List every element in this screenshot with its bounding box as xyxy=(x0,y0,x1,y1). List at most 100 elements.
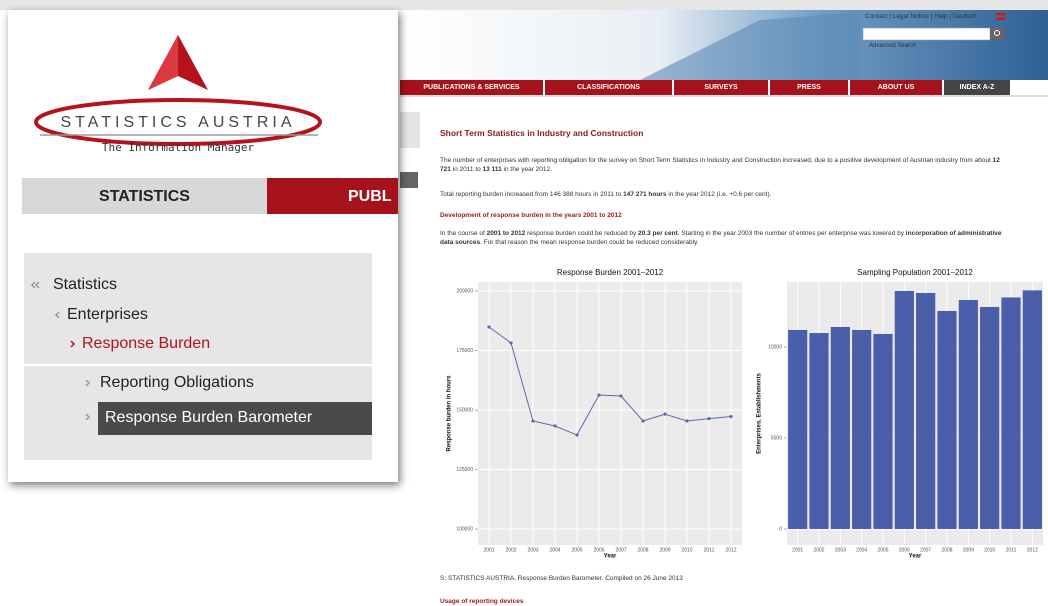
point xyxy=(663,412,666,415)
x-axis-label: Year xyxy=(909,554,922,560)
x-tick-label: 2008 xyxy=(637,547,648,553)
text-run: in 2011 to xyxy=(451,166,483,173)
x-tick-label: 2010 xyxy=(984,547,995,553)
nav-shadow xyxy=(400,95,1048,97)
nav-item[interactable]: PRESS xyxy=(770,80,848,95)
point xyxy=(487,325,490,328)
y-tick-label: 150000 xyxy=(456,407,473,413)
x-tick-label: 2010 xyxy=(681,547,692,553)
subheading: Development of response burden in the ye… xyxy=(440,211,622,220)
y-tick-label: 0 xyxy=(779,526,782,532)
point xyxy=(641,419,644,422)
point xyxy=(553,424,556,427)
bold-text: 147 271 hours xyxy=(623,191,666,198)
top-links[interactable]: Contact | Legal Notice | Help | Deutsch xyxy=(865,12,977,21)
logo-tagline: The Information Manager xyxy=(8,141,348,154)
paragraph: In the course of 2001 to 2012 response b… xyxy=(440,229,1010,247)
bar xyxy=(873,334,892,529)
bar xyxy=(895,291,914,529)
flag xyxy=(996,13,1006,15)
x-tick-label: 2006 xyxy=(899,547,910,553)
x-tick-label: 2009 xyxy=(963,547,974,553)
nav-item[interactable]: CLASSIFICATIONS xyxy=(545,80,672,95)
x-tick-label: 2001 xyxy=(792,547,803,553)
y-tick-label: 175000 xyxy=(456,348,473,354)
bold-text: 2001 to 2012 xyxy=(487,230,526,237)
text-run: The number of enterprises with reporting… xyxy=(440,157,993,164)
text-run: . Starting in the year 2003 the number o… xyxy=(678,230,906,237)
tab-label[interactable]: STATISTICS xyxy=(22,188,267,206)
bar xyxy=(937,311,956,529)
top-strip xyxy=(0,0,1048,10)
text-run: in the year 2012 (i.e. +0.6 per cent). xyxy=(666,191,771,198)
page: Response Burden 2001–2012100000125000150… xyxy=(0,0,1048,606)
point xyxy=(575,433,578,436)
plot-background xyxy=(478,282,742,545)
bar xyxy=(980,307,999,529)
text-run: . For that reason the mean response burd… xyxy=(480,239,699,246)
point xyxy=(729,415,732,418)
x-tick-label: 2011 xyxy=(1006,547,1017,553)
chart-title: Sampling Population 2001–2012 xyxy=(857,268,973,277)
y-tick-label: 5000 xyxy=(771,435,782,441)
heading: Usage of reporting devices xyxy=(440,597,523,606)
x-tick-label: 2003 xyxy=(835,547,846,553)
bar xyxy=(916,293,935,529)
advanced-search[interactable]: Advanced Search xyxy=(869,42,916,51)
point xyxy=(597,393,600,396)
x-tick-label: 2012 xyxy=(1027,547,1038,553)
x-axis-label: Year xyxy=(604,554,617,560)
paragraph: The number of enterprises with reporting… xyxy=(440,156,1010,174)
x-tick-label: 2006 xyxy=(593,547,604,553)
logo-title: STATISTICS AUSTRIA xyxy=(8,114,348,132)
x-tick-label: 2003 xyxy=(527,547,538,553)
bar xyxy=(1001,297,1020,529)
nav-item[interactable]: SURVEYS xyxy=(674,80,768,95)
paragraph: Total reporting burden increased from 14… xyxy=(440,190,1010,199)
x-tick-label: 2004 xyxy=(549,547,560,553)
bar xyxy=(1023,290,1042,529)
text-run: In the course of xyxy=(440,230,487,237)
search-box[interactable] xyxy=(863,28,990,40)
bold-text: 20.3 per cent xyxy=(638,230,678,237)
zoom-overlay: STATISTICS AUSTRIA The Information Manag… xyxy=(8,10,398,482)
text-run: in the year 2012. xyxy=(502,166,552,173)
bold-text: 13 111 xyxy=(483,166,502,173)
nav-item[interactable]: PUBLICATIONS & SERVICES xyxy=(400,80,543,95)
nav-item[interactable]: ABOUT US xyxy=(850,80,942,95)
x-tick-label: 2001 xyxy=(483,547,494,553)
breadcrumb-item[interactable]: Enterprises xyxy=(67,306,148,324)
x-tick-label: 2005 xyxy=(877,547,888,553)
point xyxy=(509,341,512,344)
breadcrumb-item[interactable]: Response Burden xyxy=(82,335,210,353)
x-tick-label: 2012 xyxy=(725,547,736,553)
x-tick-label: 2008 xyxy=(941,547,952,553)
point xyxy=(531,419,534,422)
point xyxy=(685,419,688,422)
text-run: Total reporting burden increased from 14… xyxy=(440,191,623,198)
bar xyxy=(831,327,850,529)
subnav-item[interactable]: Response Burden Barometer xyxy=(105,409,312,427)
x-tick-label: 2007 xyxy=(615,547,626,553)
point xyxy=(707,417,710,420)
x-tick-label: 2005 xyxy=(571,547,582,553)
bar xyxy=(852,330,871,529)
logo-triangle xyxy=(148,35,178,90)
chart-title: Response Burden 2001–2012 xyxy=(557,268,664,277)
subnav-item[interactable]: Reporting Obligations xyxy=(100,374,254,392)
x-tick-label: 2009 xyxy=(659,547,670,553)
tab-label[interactable]: PUBL xyxy=(348,188,392,206)
side-box xyxy=(400,172,418,188)
breadcrumb-item[interactable]: Statistics xyxy=(53,276,117,294)
y-axis-label: Enterprises, Establishments xyxy=(757,372,763,453)
source-note: S: STATISTICS AUSTRIA, Response Burden B… xyxy=(440,574,683,583)
bar xyxy=(959,300,978,529)
y-tick-label: 125000 xyxy=(456,467,473,473)
x-tick-label: 2004 xyxy=(856,547,867,553)
y-tick-label: 200000 xyxy=(456,288,473,294)
point xyxy=(619,394,622,397)
x-tick-label: 2002 xyxy=(813,547,824,553)
search-button[interactable] xyxy=(990,28,1005,40)
nav-item[interactable]: INDEX A-Z xyxy=(944,80,1010,95)
text-run: response burden could be reduced by xyxy=(525,230,638,237)
